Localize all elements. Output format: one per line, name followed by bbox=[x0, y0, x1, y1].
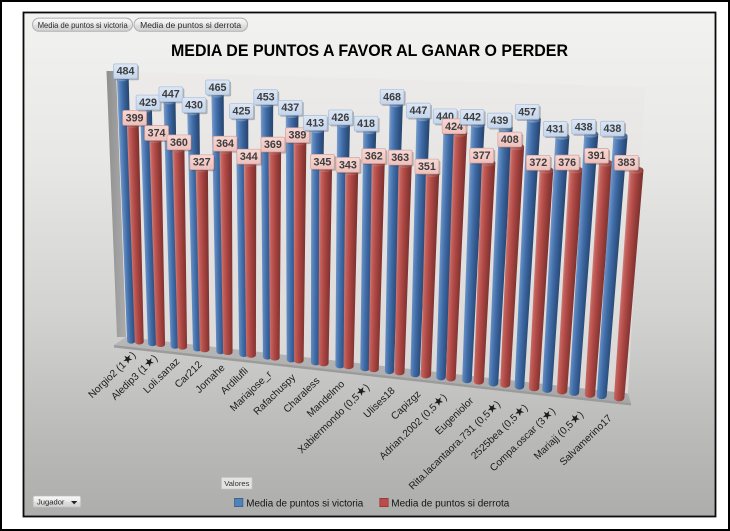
svg-text:362: 362 bbox=[365, 151, 383, 163]
svg-text:374: 374 bbox=[148, 128, 166, 140]
svg-text:468: 468 bbox=[383, 91, 401, 103]
svg-text:Media de puntos si victoria: Media de puntos si victoria bbox=[38, 20, 128, 30]
svg-text:424: 424 bbox=[445, 121, 463, 133]
svg-text:364: 364 bbox=[216, 138, 234, 150]
svg-text:343: 343 bbox=[339, 159, 357, 171]
svg-text:438: 438 bbox=[575, 121, 593, 133]
svg-text:484: 484 bbox=[117, 66, 135, 78]
svg-text:465: 465 bbox=[209, 82, 227, 94]
svg-text:383: 383 bbox=[617, 157, 635, 169]
svg-text:351: 351 bbox=[418, 161, 436, 173]
svg-text:447: 447 bbox=[162, 89, 180, 101]
svg-text:457: 457 bbox=[518, 106, 536, 118]
svg-text:344: 344 bbox=[240, 151, 258, 163]
svg-text:447: 447 bbox=[409, 105, 427, 117]
svg-text:431: 431 bbox=[546, 124, 564, 136]
svg-text:Media de puntos si victoria: Media de puntos si victoria bbox=[246, 499, 364, 510]
svg-text:363: 363 bbox=[391, 152, 409, 164]
svg-text:425: 425 bbox=[233, 106, 251, 118]
svg-text:MEDIA DE PUNTOS A FAVOR AL GAN: MEDIA DE PUNTOS A FAVOR AL GANAR O PERDE… bbox=[171, 41, 568, 60]
svg-text:453: 453 bbox=[257, 92, 275, 104]
svg-text:413: 413 bbox=[306, 117, 324, 129]
svg-text:369: 369 bbox=[264, 139, 282, 151]
svg-text:442: 442 bbox=[463, 112, 481, 124]
svg-text:439: 439 bbox=[491, 115, 509, 127]
svg-text:Valores: Valores bbox=[224, 479, 249, 488]
svg-text:Media de puntos si derrota: Media de puntos si derrota bbox=[140, 20, 241, 30]
svg-text:430: 430 bbox=[185, 100, 203, 112]
svg-text:408: 408 bbox=[501, 134, 519, 146]
svg-text:418: 418 bbox=[357, 118, 375, 130]
svg-text:391: 391 bbox=[588, 150, 606, 162]
svg-text:429: 429 bbox=[139, 97, 157, 109]
svg-text:345: 345 bbox=[314, 156, 332, 168]
svg-text:389: 389 bbox=[289, 130, 307, 142]
svg-text:Jugador: Jugador bbox=[37, 498, 65, 507]
svg-text:377: 377 bbox=[473, 150, 491, 162]
svg-text:360: 360 bbox=[170, 137, 188, 149]
svg-text:437: 437 bbox=[281, 102, 299, 114]
svg-text:438: 438 bbox=[603, 123, 621, 135]
svg-text:372: 372 bbox=[529, 157, 547, 169]
svg-text:327: 327 bbox=[193, 157, 211, 169]
svg-text:426: 426 bbox=[332, 112, 350, 124]
svg-text:376: 376 bbox=[558, 157, 576, 169]
svg-text:399: 399 bbox=[126, 112, 144, 124]
svg-text:Media de puntos si derrota: Media de puntos si derrota bbox=[391, 499, 510, 510]
